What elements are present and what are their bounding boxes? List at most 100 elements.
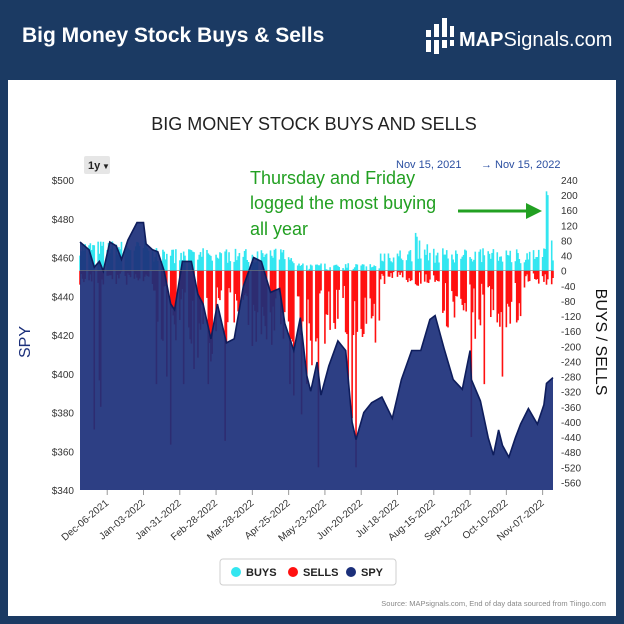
date-range-to[interactable]: Nov 15, 2022 <box>495 159 560 171</box>
sell-bar <box>361 270 364 337</box>
y-right-tick: -280 <box>561 373 581 384</box>
buy-bar <box>260 250 263 271</box>
sell-bar <box>537 270 540 284</box>
buy-bar <box>197 259 199 271</box>
date-range-from[interactable]: Nov 15, 2021 <box>396 159 461 171</box>
y-right-tick: 40 <box>561 252 573 263</box>
buy-bar <box>175 249 177 271</box>
y-right-tick: 240 <box>561 176 578 187</box>
sell-bar <box>451 270 453 292</box>
buy-bar <box>282 249 285 271</box>
logo-text: MAPSignals.com <box>459 29 613 51</box>
sell-bar <box>202 270 204 325</box>
legend-item-buys[interactable]: BUYS <box>231 567 277 579</box>
buy-bar <box>544 249 547 271</box>
buy-bar <box>329 267 331 271</box>
buy-bar <box>373 265 375 271</box>
buy-bar <box>536 257 539 271</box>
buy-bar <box>164 259 167 271</box>
sell-bar <box>211 270 213 354</box>
buy-bar <box>193 252 195 271</box>
buy-bar <box>97 241 99 271</box>
legend-item-spy[interactable]: SPY <box>346 567 384 579</box>
sell-bar <box>483 270 486 385</box>
buy-bar <box>228 252 230 271</box>
sell-bar <box>353 270 356 302</box>
range-selector-label[interactable]: 1y <box>88 160 101 172</box>
chart-title: BIG MONEY STOCK BUYS AND SELLS <box>151 114 476 134</box>
sell-bar <box>328 270 330 292</box>
buy-bar <box>355 264 357 271</box>
buy-bar <box>501 261 504 271</box>
sell-bar <box>238 270 241 310</box>
buy-bar <box>162 249 164 271</box>
buy-bar <box>311 265 313 271</box>
annotation-line-2: logged the most buying <box>250 193 436 213</box>
sell-bar <box>302 270 304 322</box>
buy-bar <box>407 254 409 271</box>
annotation-line-3: all year <box>250 219 308 239</box>
buy-bar <box>518 259 521 271</box>
logo-bars-icon <box>425 18 455 54</box>
sell-bar <box>527 270 530 282</box>
sell-bar <box>378 270 381 321</box>
sell-bar <box>480 270 483 284</box>
buy-bar <box>324 263 326 271</box>
sell-bar <box>329 270 331 330</box>
sell-bar <box>496 270 499 323</box>
buy-bar <box>173 263 176 271</box>
sell-bar <box>391 270 394 278</box>
buy-bar <box>453 262 456 271</box>
legend-sells-label: SELLS <box>303 567 338 579</box>
buy-bar <box>434 262 436 271</box>
buy-bar <box>369 264 372 271</box>
buy-bar <box>274 248 277 271</box>
buy-bar <box>92 245 94 271</box>
buy-bar <box>392 257 395 271</box>
annotation-line-1: Thursday and Friday <box>250 168 415 188</box>
buy-bar <box>215 254 217 271</box>
buy-bar <box>509 250 512 271</box>
sell-bar <box>344 270 347 333</box>
sell-bar <box>307 270 309 300</box>
sell-bar <box>508 270 510 307</box>
buy-bar <box>291 261 294 271</box>
buy-bar <box>280 249 282 271</box>
range-selector[interactable]: 1y ▼ <box>84 156 110 174</box>
y-right-tick: 120 <box>561 221 578 232</box>
sell-bar <box>219 270 221 301</box>
buy-bar <box>210 255 212 271</box>
buy-bar <box>388 257 391 271</box>
y-left-tick: $360 <box>52 447 75 458</box>
buy-bar <box>534 258 536 271</box>
buy-bar <box>315 264 317 271</box>
buy-bar <box>270 255 273 271</box>
sell-bar <box>482 270 484 295</box>
sell-bar <box>296 270 299 297</box>
buy-bar <box>478 251 480 271</box>
sell-bar <box>409 270 412 282</box>
buy-bar <box>547 195 549 271</box>
chart: $500 $480 $460 $440 $420 $400 $380 $360 $340 240 2… <box>17 114 609 608</box>
buy-bar <box>378 268 381 271</box>
sell-bar <box>293 270 295 396</box>
buy-bar <box>543 248 545 271</box>
sell-bar <box>208 270 211 344</box>
buy-bar <box>429 252 431 271</box>
buy-bar <box>427 260 430 271</box>
sell-bar <box>478 270 480 320</box>
buy-bar <box>382 261 385 271</box>
buy-bar <box>447 258 449 271</box>
legend-item-sells[interactable]: SELLS <box>288 567 338 579</box>
buy-bar <box>334 264 337 271</box>
buy-bar <box>217 258 220 271</box>
buy-bar <box>309 264 312 271</box>
buy-bar <box>325 269 328 271</box>
sell-bar <box>492 270 495 311</box>
sell-bar <box>324 270 326 344</box>
buy-bar <box>99 241 102 271</box>
buy-bar <box>524 259 527 271</box>
buy-bar <box>438 262 440 271</box>
buy-bar <box>443 254 445 271</box>
sell-bar <box>225 270 228 344</box>
